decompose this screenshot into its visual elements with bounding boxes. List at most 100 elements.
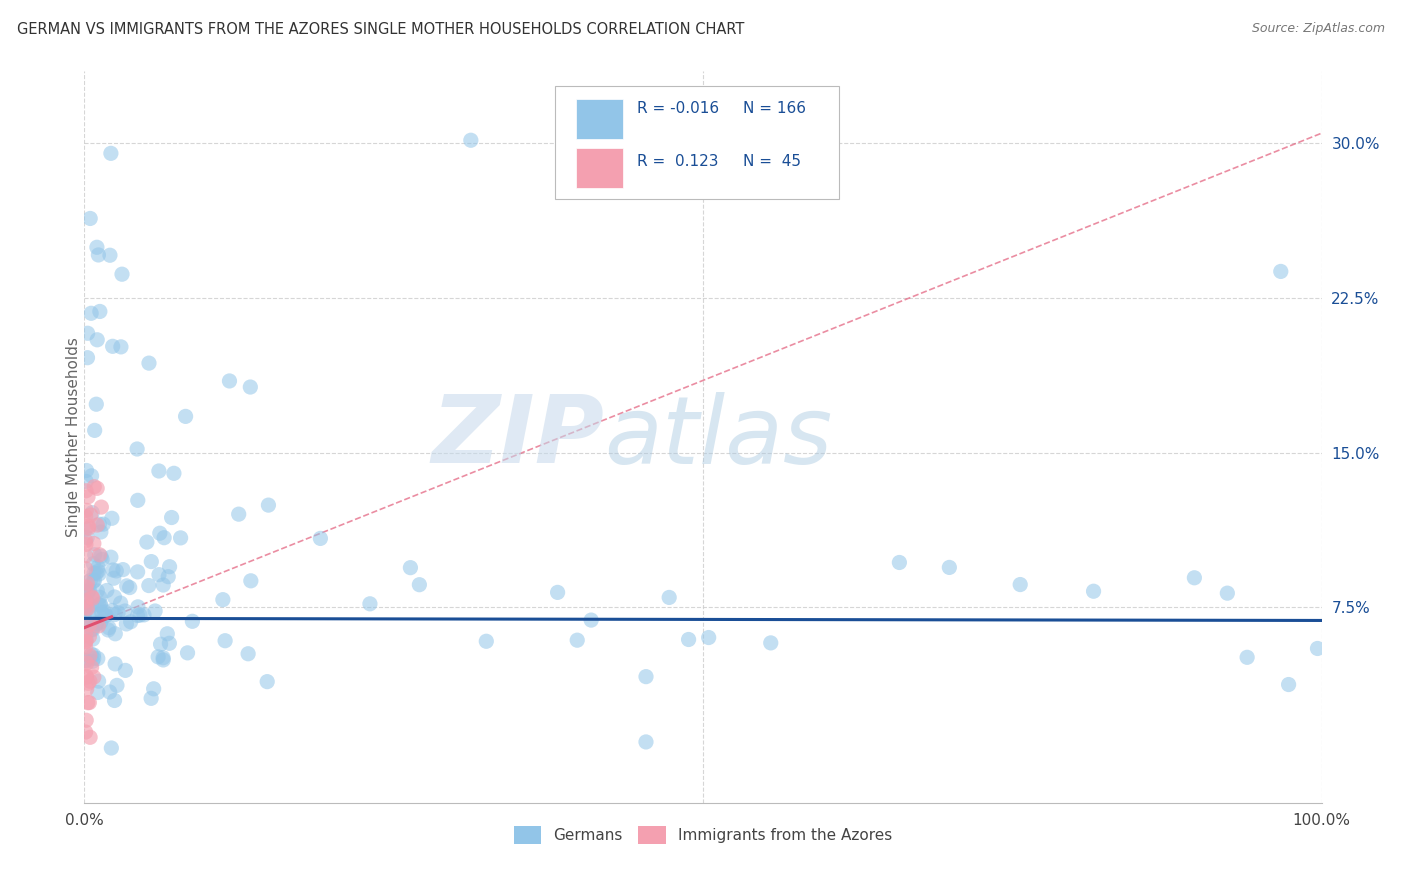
- Point: [77, 583, 100, 598]
- Point: [567, 633, 589, 648]
- Point: [105, 678, 128, 692]
- Point: [80, 660, 103, 674]
- Point: [75, 669, 97, 683]
- Point: [83, 548, 105, 562]
- Point: [84, 566, 107, 580]
- Point: [160, 510, 183, 524]
- Point: [79, 582, 101, 597]
- Point: [152, 650, 174, 665]
- Point: [77, 521, 100, 535]
- Point: [89, 517, 111, 532]
- Text: atlas: atlas: [605, 392, 832, 483]
- Point: [83, 423, 105, 437]
- Point: [82, 607, 104, 622]
- Point: [1216, 586, 1239, 600]
- Point: [100, 741, 122, 756]
- Point: [86, 616, 108, 631]
- Y-axis label: Single Mother Households: Single Mother Households: [66, 337, 80, 537]
- Point: [75, 533, 97, 548]
- Point: [157, 569, 180, 583]
- Point: [89, 591, 111, 605]
- Point: [101, 511, 124, 525]
- Point: [141, 555, 163, 569]
- Point: [75, 713, 97, 727]
- Point: [146, 649, 169, 664]
- Point: [86, 518, 108, 533]
- Point: [148, 464, 170, 478]
- Point: [84, 397, 107, 411]
- Point: [89, 304, 111, 318]
- Point: [75, 653, 97, 667]
- Point: [80, 648, 103, 662]
- Point: [152, 653, 174, 667]
- Point: [257, 498, 280, 512]
- Point: [77, 585, 100, 599]
- Point: [89, 598, 111, 612]
- Point: [148, 567, 170, 582]
- Point: [83, 566, 105, 580]
- Point: [83, 536, 105, 550]
- Point: [96, 608, 118, 623]
- Point: [174, 409, 197, 424]
- Point: [76, 326, 98, 341]
- Point: [142, 681, 165, 696]
- Point: [76, 576, 98, 591]
- Point: [75, 627, 97, 641]
- Point: [80, 590, 103, 604]
- Point: [75, 615, 97, 630]
- Point: [156, 627, 179, 641]
- Point: [127, 565, 149, 579]
- Point: [75, 537, 97, 551]
- Point: [114, 604, 136, 618]
- Point: [77, 490, 100, 504]
- Point: [110, 596, 132, 610]
- Point: [76, 681, 98, 696]
- Point: [75, 635, 97, 649]
- Point: [101, 339, 124, 353]
- Bar: [575, 148, 623, 188]
- Point: [91, 517, 114, 532]
- Point: [114, 664, 136, 678]
- Point: [75, 594, 97, 608]
- Point: [82, 506, 104, 520]
- Point: [83, 670, 105, 684]
- Point: [104, 607, 127, 622]
- Point: [309, 532, 332, 546]
- Text: GERMAN VS IMMIGRANTS FROM THE AZORES SINGLE MOTHER HOUSEHOLDS CORRELATION CHART: GERMAN VS IMMIGRANTS FROM THE AZORES SIN…: [17, 22, 744, 37]
- Point: [475, 634, 498, 648]
- Point: [103, 571, 125, 585]
- Point: [83, 574, 105, 588]
- Point: [256, 674, 278, 689]
- Point: [138, 578, 160, 592]
- Point: [87, 560, 110, 574]
- Legend: Germans, Immigrants from the Azores: Germans, Immigrants from the Azores: [508, 820, 898, 850]
- Point: [83, 651, 105, 665]
- Point: [98, 685, 121, 699]
- Point: [86, 240, 108, 254]
- Point: [100, 550, 122, 565]
- Point: [79, 617, 101, 632]
- Point: [98, 621, 121, 635]
- Text: R =  0.123: R = 0.123: [637, 153, 718, 169]
- Point: [169, 531, 191, 545]
- Point: [76, 463, 98, 477]
- Point: [1270, 264, 1292, 278]
- Point: [91, 552, 114, 566]
- Text: Source: ZipAtlas.com: Source: ZipAtlas.com: [1251, 22, 1385, 36]
- Point: [87, 248, 110, 262]
- Point: [87, 685, 110, 699]
- Point: [547, 585, 569, 599]
- Point: [1083, 584, 1105, 599]
- Point: [75, 483, 97, 498]
- Point: [80, 508, 103, 522]
- Point: [115, 616, 138, 631]
- Point: [111, 267, 134, 281]
- Point: [697, 631, 720, 645]
- Point: [103, 693, 125, 707]
- Point: [79, 630, 101, 644]
- Point: [159, 559, 181, 574]
- Point: [76, 601, 98, 615]
- Point: [1010, 577, 1032, 591]
- Point: [75, 509, 97, 524]
- Point: [79, 696, 101, 710]
